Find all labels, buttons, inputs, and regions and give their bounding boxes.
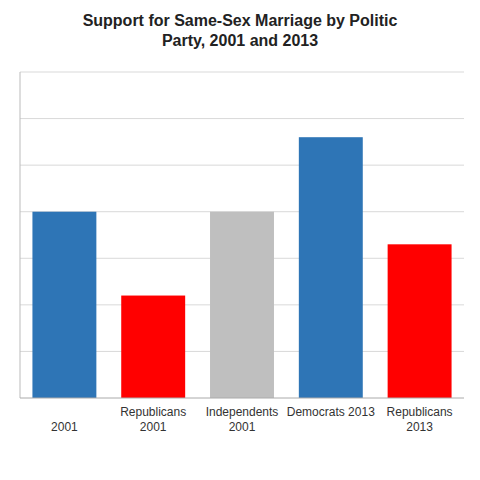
grid-line: [20, 165, 464, 166]
x-tick-label: Republicans2001: [120, 405, 186, 434]
chart-svg: Support for Same-Sex Marriage by Politic…: [0, 0, 480, 480]
text-line: Support for Same-Sex Marriage by Politic: [83, 12, 398, 29]
bar: [210, 212, 274, 398]
bar: [299, 137, 363, 398]
grid-line: [20, 118, 464, 119]
text-line: 2001: [51, 420, 78, 434]
x-tick-label: Independents2001: [206, 405, 279, 434]
text-line: Democrats 2013: [287, 405, 375, 419]
x-tick-label: Democrats 2013: [287, 405, 375, 419]
text-line: 2001: [140, 420, 167, 434]
text-line: Party, 2001 and 2013: [162, 32, 318, 49]
bar: [32, 212, 96, 398]
y-axis-line: [20, 72, 21, 398]
bar: [121, 296, 185, 398]
text-line: Republicans: [387, 405, 453, 419]
text-line: 2013: [406, 420, 433, 434]
chart-container: Support for Same-Sex Marriage by Politic…: [0, 0, 480, 480]
title: Support for Same-Sex Marriage by Politic…: [83, 12, 398, 49]
text-line: 2001: [229, 420, 256, 434]
text-line: Republicans: [120, 405, 186, 419]
text-line: Independents: [206, 405, 279, 419]
x-tick-label: Republicans2013: [387, 405, 453, 434]
x-tick-label: 2001: [51, 420, 78, 434]
bars: [32, 137, 451, 398]
x-axis-line: [20, 398, 464, 399]
grid-line: [20, 72, 464, 73]
bar: [388, 244, 452, 398]
page: {"chart_data": {"type": "bar", "title": …: [0, 0, 480, 480]
